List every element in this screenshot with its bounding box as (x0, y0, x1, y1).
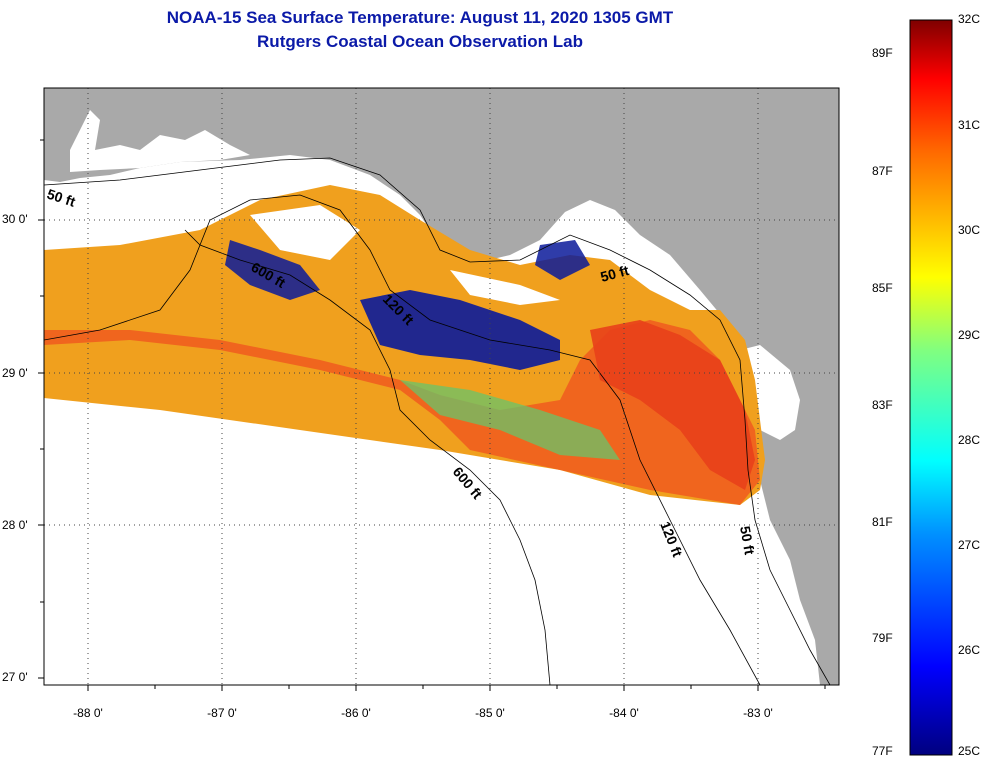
colorbar-c-27: 27C (958, 538, 981, 552)
sst-cloud-gap-2 (450, 270, 560, 305)
colorbar-f-79: 79F (872, 631, 893, 645)
contour-label-50ft-south: 50 ft (737, 525, 758, 556)
colorbar-c-29: 29C (958, 328, 981, 342)
coastal-bay (70, 110, 250, 172)
contour-600ft (184, 229, 551, 685)
colorbar-c-32: 32C (958, 12, 981, 26)
lon-label-85: -85 0' (475, 706, 505, 720)
lon-label-88: -88 0' (73, 706, 103, 720)
sst-warm-band (44, 320, 760, 505)
plot-border (43, 87, 840, 686)
lon-label-86: -86 0' (341, 706, 371, 720)
lat-label-29: 29 0' (2, 366, 28, 380)
colorbar (909, 19, 953, 756)
colorbar-c-25: 25C (958, 744, 981, 758)
tick-marks (38, 139, 826, 691)
colorbar-c-26: 26C (958, 643, 981, 657)
sst-warm-east (590, 320, 755, 490)
lon-label-83: -83 0' (743, 706, 773, 720)
colorbar-c-31: 31C (958, 118, 981, 132)
colorbar-f-77: 77F (872, 744, 893, 758)
contour-120ft (44, 194, 761, 685)
colorbar-f-87: 87F (872, 164, 893, 178)
sst-cloud-gap (250, 205, 360, 260)
lat-label-30: 30 0' (2, 212, 28, 226)
sst-mixed-patch (400, 380, 620, 460)
contour-50ft (44, 157, 831, 685)
coastal-bay-east (740, 345, 800, 440)
lat-label-27: 27 0' (2, 670, 28, 684)
contour-label-50ft-east: 50 ft (599, 262, 631, 285)
map-title: NOAA-15 Sea Surface Temperature: August … (166, 8, 674, 27)
colorbar-f-83: 83F (872, 398, 893, 412)
colorbar-f-89: 89F (872, 46, 893, 60)
colorbar-f-81: 81F (872, 515, 893, 529)
sst-cool-patch-3 (535, 240, 590, 280)
map-subtitle: Rutgers Coastal Ocean Observation Lab (257, 32, 583, 51)
colorbar-c-28: 28C (958, 433, 981, 447)
lon-label-84: -84 0' (609, 706, 639, 720)
colorbar-f-85: 85F (872, 281, 893, 295)
colorbar-c-30: 30C (958, 223, 981, 237)
lat-label-28: 28 0' (2, 518, 28, 532)
lon-label-87: -87 0' (207, 706, 237, 720)
